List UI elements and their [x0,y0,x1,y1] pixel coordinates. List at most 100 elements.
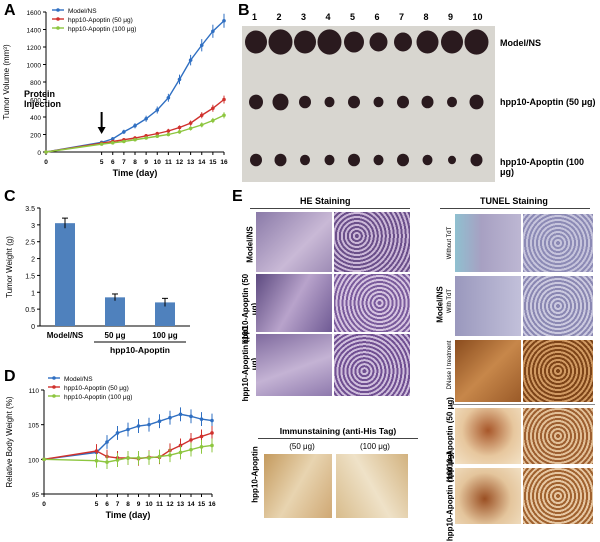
y-tick-label: 3 [31,223,35,230]
tumor-number-5: 5 [350,12,356,22]
tumor-weight-chart: 0 0.5 1 1.5 2 2.5 3 3.5 Tumor Weight (g) Model/NS… [5,206,190,355]
data-point [199,113,204,118]
x-tick-label: 14 [187,501,195,508]
data-point [199,43,204,48]
data-point [199,434,204,439]
x-tick-label: 12 [176,159,184,166]
tumor [249,94,263,110]
data-point [168,415,172,420]
x-axis-label: Time (day) [113,168,158,178]
data-point [166,129,171,133]
data-point [115,431,120,435]
data-point [122,139,126,144]
legend-label-2: hpp10-Apoptin (50 μg) [64,385,129,392]
he-image-100-high [334,334,410,396]
tunel-row-label-1: Without TdT [447,226,453,260]
x-tick-label: 7 [122,159,126,166]
data-point [126,456,130,460]
tumor-number-7: 7 [399,12,405,22]
data-point [222,97,226,102]
tumor [272,93,289,111]
data-point [211,29,215,34]
tunel-image-with-tdt-high [523,276,593,336]
data-point [110,141,115,145]
data-point [157,454,162,459]
y-tick-label: 1600 [27,10,42,17]
y-tick-label: 100 [28,457,39,464]
data-point [166,132,171,137]
data-point [188,126,193,131]
data-point [178,450,183,455]
tunel-title: TUNEL Staining [480,196,548,206]
legend-label-1: Model/NS [64,376,93,383]
tumor [422,154,433,166]
y-tick-label: 0 [31,324,35,331]
data-point [115,458,120,462]
legend-marker [52,394,56,398]
tumor [300,154,310,166]
legend-marker [52,376,56,380]
series-line-3 [45,114,225,153]
he-image-ns-high [334,212,410,272]
x-tick-label: 10 [145,501,153,508]
x-tick-label: 14 [198,159,206,166]
x-tick-label: 10 [154,159,162,166]
tumor [470,153,483,167]
tunel-image-dnase-low [455,340,521,402]
tumor [348,153,360,167]
legend-marker [56,17,60,21]
x-tick-label: 7 [116,501,120,508]
data-point [99,142,104,146]
data-point [110,137,115,141]
he-image-50-high [334,274,410,332]
x-tick-label: 8 [133,159,137,166]
x-tick-label: 11 [156,501,163,508]
y-axis-label: Relative Body Weight (%) [5,396,14,487]
tumor-number-2: 2 [276,12,282,22]
he-title-rule [250,208,410,209]
x-tick-label: 5 [100,159,104,166]
panel-label-e: E [232,188,243,205]
tumor-number-9: 9 [448,12,454,22]
tumor [448,155,456,165]
immuno-image-100 [336,454,408,518]
tumor [245,30,267,54]
tumor [268,29,293,55]
x-tick-label: 16 [220,159,228,166]
x-axis-label: Time (day) [106,510,151,520]
tumor [397,95,409,109]
immuno-col-label-1: (50 μg) [289,442,315,451]
legend-label-1: Model/NS [68,8,97,15]
tumor [464,29,489,55]
tunel-lower-label-2: hpp10-Apoptin (100 μg) [445,451,455,542]
x-tick-label: 9 [144,159,148,166]
y-tick-label: 800 [30,80,41,87]
series-line-1 [45,20,225,153]
data-point [133,137,137,142]
tumor [397,153,409,167]
y-tick-label: 1 [31,290,35,297]
legend-marker [52,385,56,389]
panel-label-b: B [238,2,250,19]
tumor [294,30,316,54]
he-image-100-low [256,334,332,396]
tunel-image-100-high [523,468,593,524]
panel-label-d: D [4,368,16,385]
y-tick-label: 1.5 [25,273,35,280]
x-tick-label: 12 [166,501,174,508]
tumor [250,153,262,167]
tunel-image-dnase-high [523,340,593,402]
tunel-image-50-high [523,408,593,464]
tumor [317,29,342,55]
legend-label-2: hpp10-Apoptin (50 μg) [68,17,133,24]
tumor [344,31,364,53]
legend-marker [56,26,60,30]
y-tick-label: 400 [30,115,41,122]
tunel-image-without-tdt-low [455,214,521,272]
tumor [348,95,360,109]
y-tick-label: 200 [30,133,41,140]
y-axis-label: Tumor Volume (mm³) [2,44,11,120]
data-point [155,131,160,136]
tumor [373,96,384,108]
he-image-ns-low [256,212,332,272]
